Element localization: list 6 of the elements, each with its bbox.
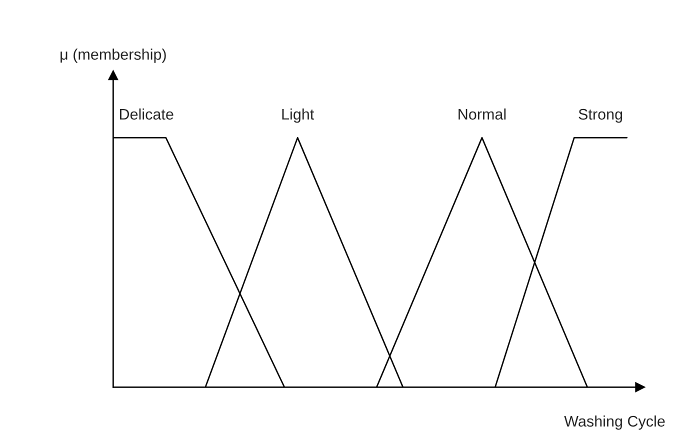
- series-label: Strong: [578, 108, 622, 123]
- x-axis-title: Washing Cycle: [564, 415, 665, 430]
- series-label: Delicate: [120, 108, 174, 120]
- series-label: Normal: [458, 108, 506, 120]
- series-label: Light: [282, 108, 314, 123]
- y-axis-title: μ (membership): [60, 48, 166, 63]
